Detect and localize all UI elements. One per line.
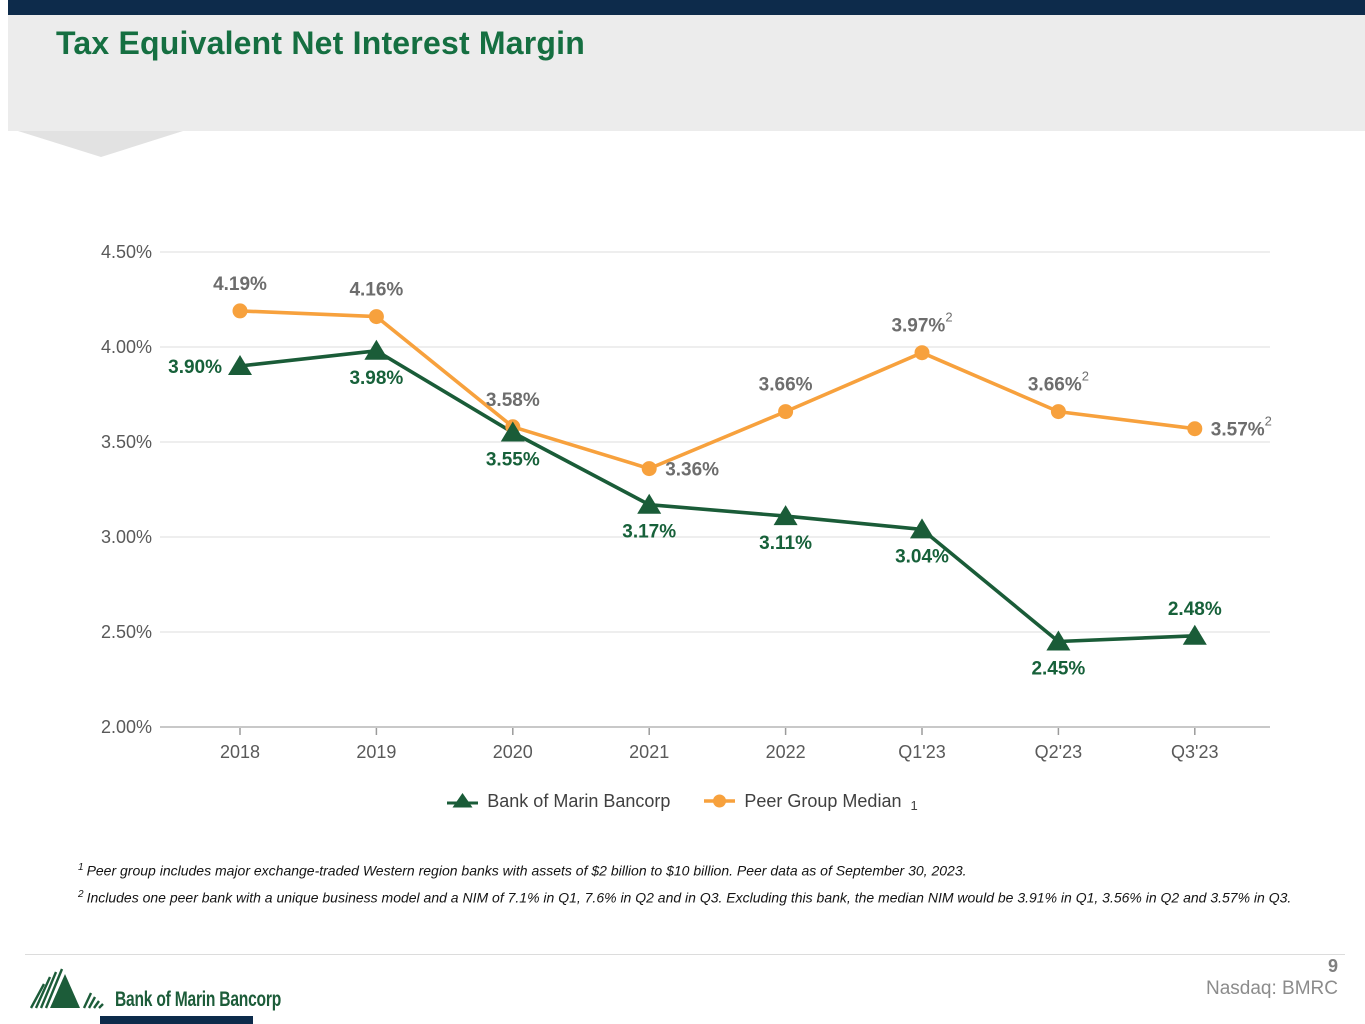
circle-marker (232, 303, 248, 319)
header-chevron-icon (18, 131, 183, 157)
footnote-2: 2 Includes one peer bank with a unique bu… (78, 887, 1313, 909)
triangle-marker (364, 339, 389, 360)
value-label-superscript: 2 (945, 310, 952, 325)
footnote-1-text: Peer group includes major exchange-trade… (86, 862, 967, 879)
circle-marker (641, 461, 657, 477)
value-label: 3.11% (759, 533, 812, 554)
footnote-2-text: Includes one peer bank with a unique bus… (86, 890, 1292, 906)
footnotes: 1 Peer group includes major exchange-trad… (78, 860, 1313, 915)
footnote-1-marker: 1 (78, 862, 84, 873)
y-axis-tick-label: 3.50% (101, 432, 152, 452)
x-axis-tick-label: Q3'23 (1171, 742, 1218, 762)
y-axis-tick-label: 2.00% (101, 717, 152, 737)
circle-marker (1187, 421, 1203, 437)
circle-marker (778, 404, 794, 420)
circle-marker (1050, 404, 1066, 420)
y-axis-tick-label: 4.00% (101, 337, 152, 357)
value-label-superscript: 2 (1082, 369, 1089, 384)
footnote-2-marker: 2 (78, 889, 84, 901)
value-label: 3.66%2 (1028, 369, 1089, 396)
legend-label-peer-subscript: 1 (910, 797, 918, 813)
y-axis-tick-label: 3.00% (101, 527, 152, 547)
x-axis-tick-label: 2018 (220, 742, 260, 762)
legend-label-bmrc: Bank of Marin Bancorp (487, 790, 671, 811)
triangle-marker-icon (447, 793, 479, 808)
peer-series-line (238, 309, 1197, 471)
mountain-logo-icon: Bank of Marin Bancorp (29, 968, 281, 1011)
x-axis-tick-label: 2020 (493, 742, 533, 762)
value-label: 3.04% (895, 546, 949, 567)
value-label: 3.97%2 (891, 310, 952, 337)
logo-text: Bank of Marin Bancorp (115, 988, 281, 1011)
triangle-marker (1046, 630, 1071, 651)
circle-marker-icon (704, 794, 736, 808)
value-label: 2.45% (1031, 659, 1085, 680)
x-axis-tick-label: Q1'23 (898, 742, 945, 762)
legend-label-peer: Peer Group Median (744, 790, 902, 811)
value-label: 3.17% (622, 522, 676, 543)
triangle-marker (773, 505, 798, 526)
bank-logo: Bank of Marin Bancorp (28, 966, 288, 1019)
value-label: 2.48% (1168, 599, 1222, 620)
x-axis-tick-label: 2022 (766, 742, 806, 762)
y-axis-tick-label: 4.50% (101, 242, 152, 262)
legend-item-bmrc: Bank of Marin Bancorp (447, 791, 670, 812)
value-label: 3.36% (665, 460, 719, 481)
value-label: 3.66% (759, 375, 813, 396)
top-accent-bar (8, 0, 1365, 15)
x-axis-tick-label: 2019 (356, 742, 396, 762)
triangle-marker (228, 355, 252, 375)
ticker-label: Nasdaq: BMRC (1206, 978, 1338, 999)
x-axis-tick-label: 2021 (629, 742, 669, 762)
value-label: 4.19% (213, 274, 267, 295)
value-label: 3.55% (486, 450, 540, 471)
triangle-marker (1182, 624, 1207, 645)
bmrc-series-line (238, 348, 1197, 644)
triangle-marker (910, 518, 934, 539)
bottom-accent-bar (100, 1016, 253, 1024)
slide-header (8, 15, 1365, 131)
legend-item-peer: Peer Group Median 1 (704, 790, 918, 813)
circle-marker (368, 309, 384, 325)
triangle-marker (500, 421, 525, 442)
x-axis-tick-label: Q2'23 (1035, 742, 1082, 762)
value-label: 3.90% (168, 357, 222, 378)
value-label: 3.58% (486, 390, 540, 411)
footnote-1: 1 Peer group includes major exchange-trad… (78, 860, 1313, 882)
footer-divider (25, 954, 1345, 955)
y-axis-tick-label: 2.50% (101, 622, 152, 642)
page-number: 9 (1327, 956, 1338, 976)
value-label: 3.98% (349, 368, 403, 389)
triangle-marker (637, 493, 662, 514)
chart-legend: Bank of Marin Bancorp Peer Group Median 1 (0, 786, 1365, 816)
circle-marker (914, 345, 930, 361)
page-title: Tax Equivalent Net Interest Margin (56, 25, 585, 61)
value-label-superscript: 2 (1265, 414, 1272, 429)
value-label: 3.57%2 (1211, 414, 1272, 441)
value-label: 4.16% (349, 280, 403, 301)
